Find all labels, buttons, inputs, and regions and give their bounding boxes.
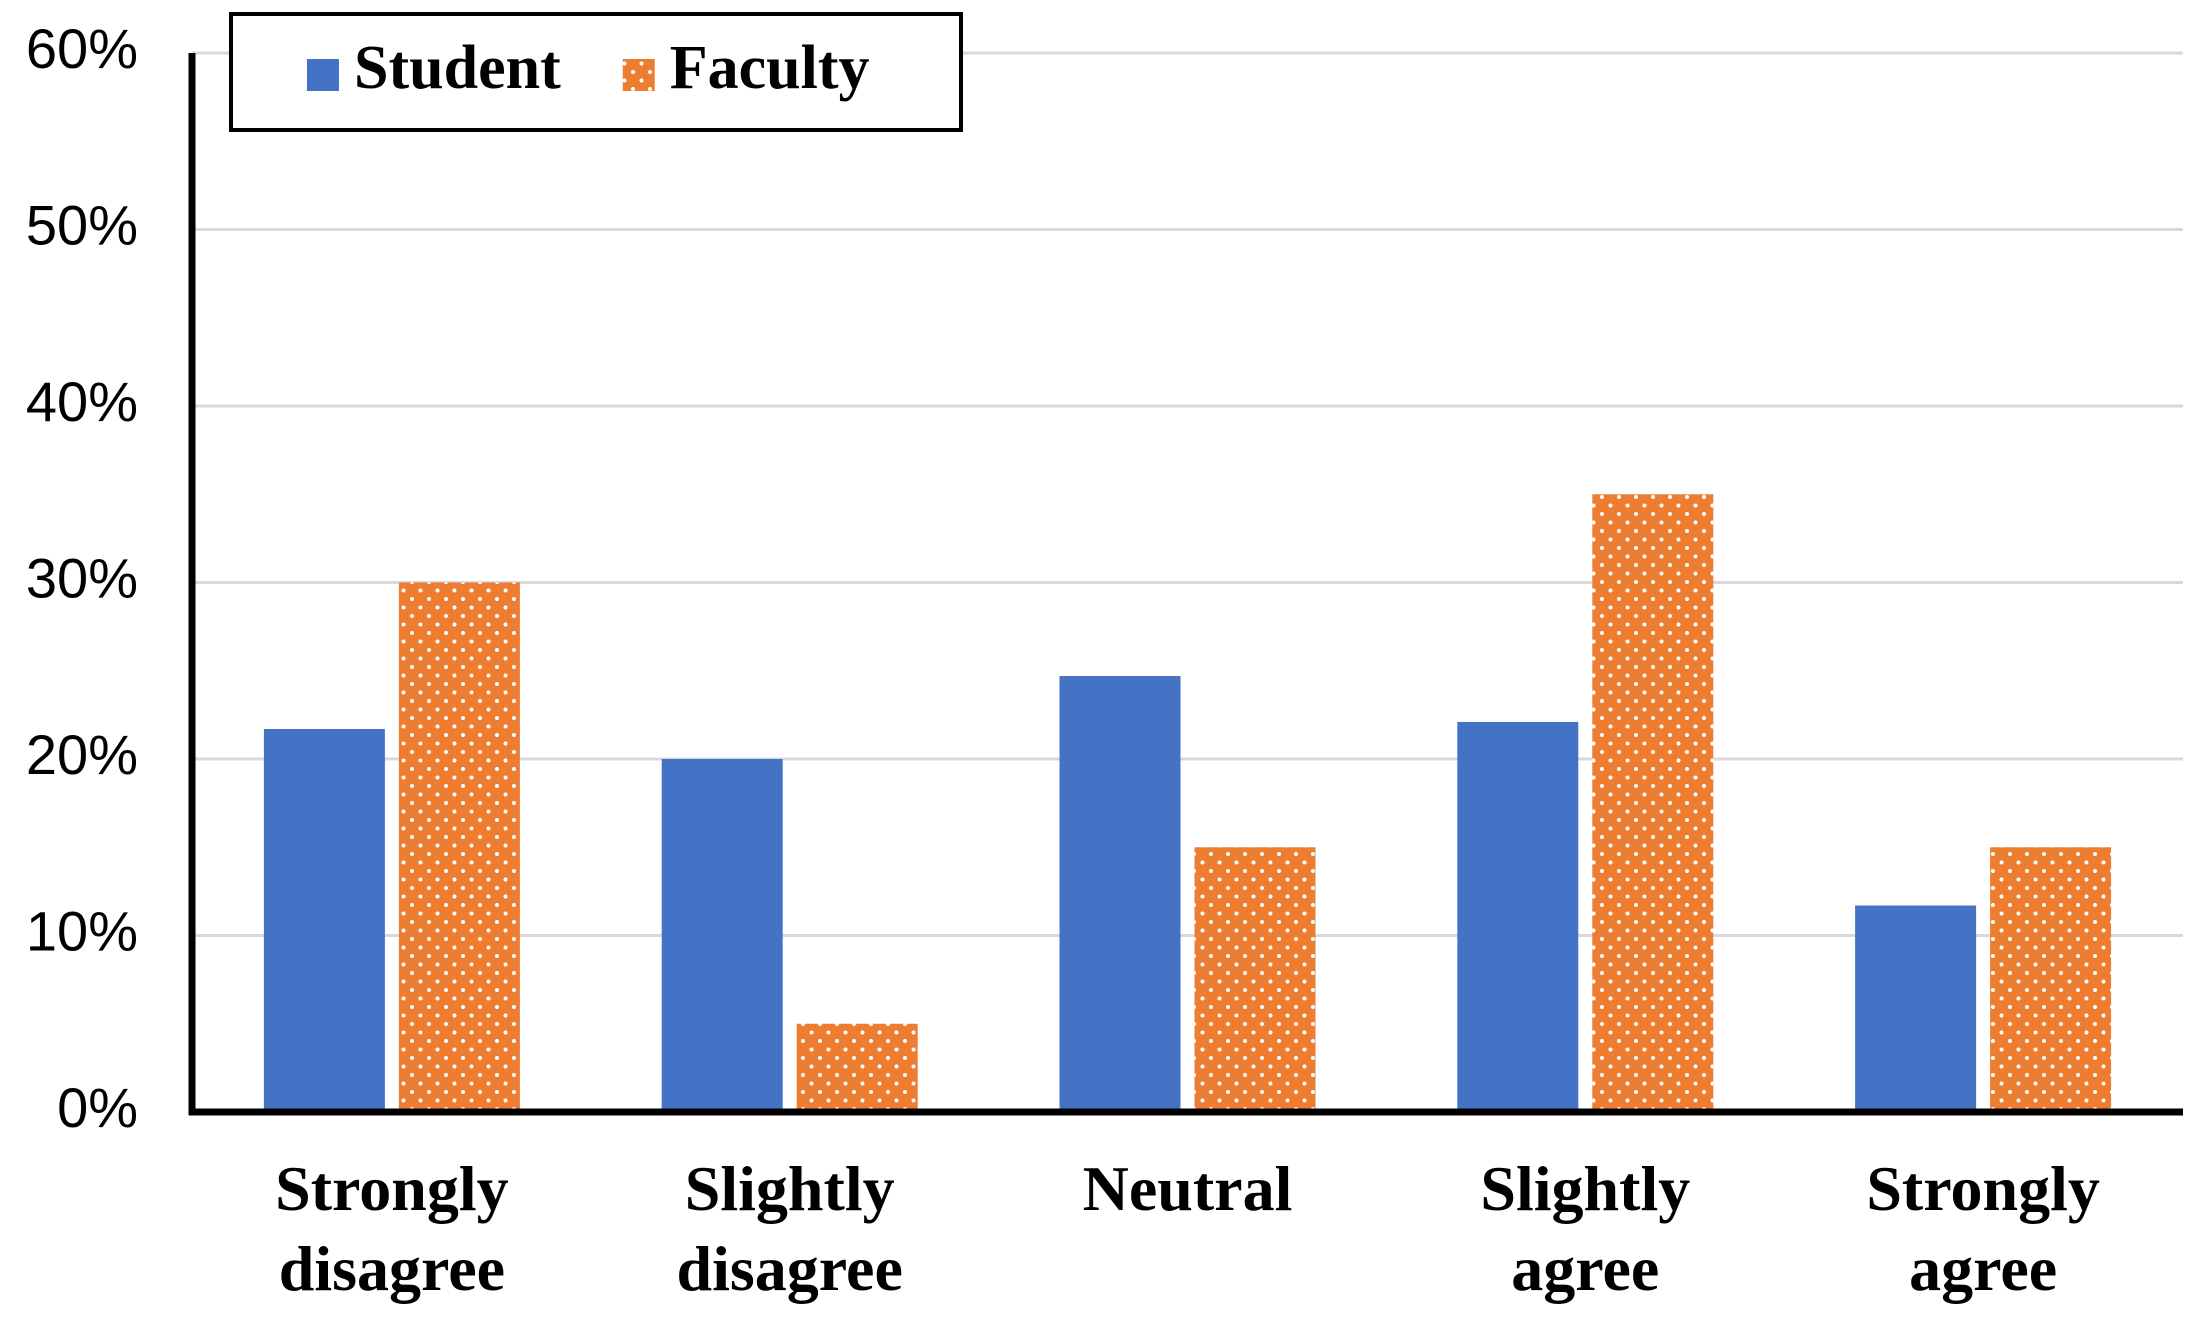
x-tick-label-line: Slightly (685, 1153, 895, 1224)
y-tick-label: 40% (26, 370, 138, 433)
y-tick-label: 20% (26, 723, 138, 786)
legend-swatch (622, 59, 655, 91)
y-tick-label: 50% (26, 193, 138, 256)
bar (796, 1023, 918, 1112)
x-tick-label-line: Neutral (1083, 1153, 1293, 1224)
x-tick-label: Slightly disagree (677, 1153, 903, 1304)
x-tick-label-line: Strongly (1866, 1153, 2100, 1224)
bar (1194, 847, 1316, 1112)
x-tick-label-line: agree (1909, 1233, 2057, 1304)
bar (1990, 847, 2112, 1112)
x-tick-label: Slightly agree (1480, 1153, 1690, 1304)
bar (1059, 676, 1181, 1112)
x-tick-label: Neutral (1083, 1153, 1293, 1224)
x-tick-label: Strongly disagree (275, 1153, 509, 1304)
x-tick-label-line: disagree (677, 1233, 903, 1304)
y-tick-label: 0% (57, 1076, 138, 1139)
x-tick-label-line: Slightly (1480, 1153, 1690, 1224)
x-tick-label-line: disagree (279, 1233, 505, 1304)
x-tick-label-line: Strongly (275, 1153, 509, 1224)
legend-box (229, 12, 963, 132)
bar (1457, 721, 1579, 1112)
y-tick-label: 30% (26, 546, 138, 609)
x-tick-label-line: agree (1511, 1233, 1659, 1304)
bar (263, 728, 385, 1112)
legend-label: Student (354, 34, 561, 102)
y-tick-label: 60% (26, 17, 138, 80)
legend-label: Faculty (670, 34, 870, 102)
bar (398, 582, 520, 1112)
y-tick-label: 10% (26, 899, 138, 962)
bar (1855, 905, 1977, 1112)
bar (661, 759, 783, 1112)
bar (1592, 494, 1714, 1112)
x-tick-label: Strongly agree (1866, 1153, 2100, 1304)
legend-swatch (307, 59, 339, 91)
